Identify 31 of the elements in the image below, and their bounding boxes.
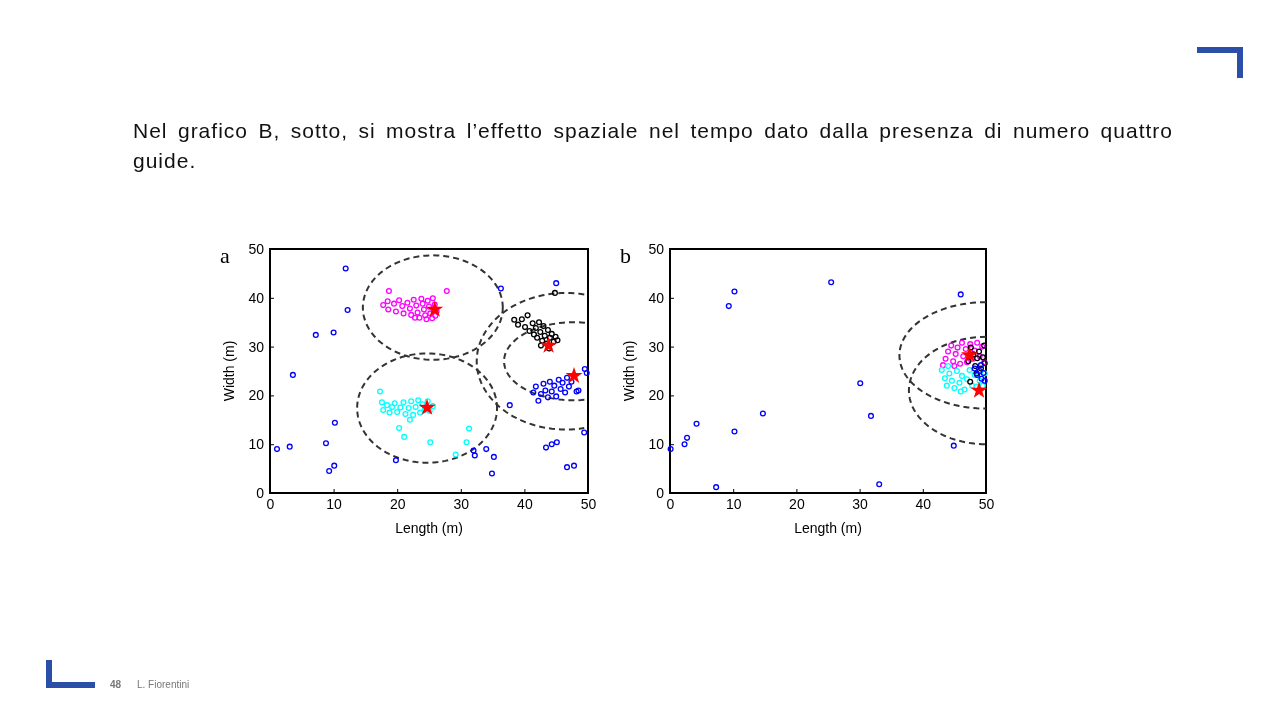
y-tick-label: 50 [648, 240, 665, 257]
x-axis-title: Length (m) [794, 520, 862, 536]
y-tick-label: 0 [256, 484, 265, 501]
x-tick-label: 20 [389, 495, 406, 512]
text: Nel grafico B, sotto, si mostra l’effetto spaziale nel tempo dato dalla presenza di numero quattro guide. [133, 118, 1173, 174]
y-tick-label: 30 [648, 338, 665, 355]
x-tick-label: 40 [915, 495, 932, 512]
x-tick-label: 30 [453, 495, 470, 512]
y-tick-label: 40 [248, 289, 265, 306]
y-tick-label: 10 [248, 436, 265, 453]
y-tick-label: 40 [648, 289, 665, 306]
x-tick-label: 30 [852, 495, 869, 512]
chart-title: a [220, 243, 230, 268]
x-tick-label: 10 [326, 495, 343, 512]
text: L. Fiorentini [137, 679, 190, 690]
y-tick-label: 10 [648, 436, 665, 453]
y-tick-label: 50 [248, 240, 265, 257]
y-tick-label: 20 [248, 387, 265, 404]
y-axis-title: Width (m) [221, 340, 237, 402]
x-tick-label: 50 [978, 495, 995, 512]
x-tick-label: 40 [517, 495, 533, 512]
x-axis-title: Length (m) [395, 520, 463, 536]
y-tick-label: 20 [648, 387, 665, 404]
chart-title: b [620, 243, 631, 268]
text: 48 [110, 679, 122, 690]
y-tick-label: 30 [248, 338, 265, 355]
y-axis-title: Width (m) [621, 340, 637, 402]
x-tick-label: 10 [725, 495, 742, 512]
x-tick-label: 20 [789, 495, 805, 512]
y-tick-label: 0 [656, 484, 665, 501]
x-tick-label: 50 [580, 495, 597, 512]
